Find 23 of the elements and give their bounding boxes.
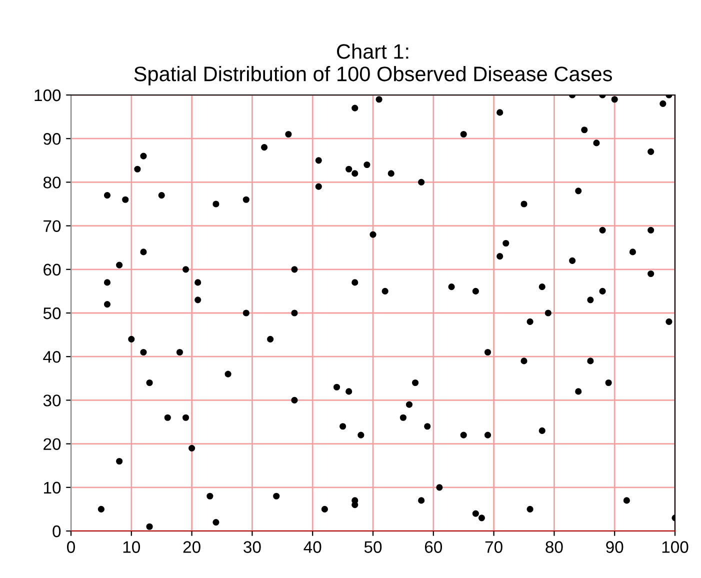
chart-title: Chart 1: Spatial Distribution of 100 Observed Disease Cases	[134, 44, 612, 86]
y-tick-label: 100	[34, 89, 61, 102]
x-tick-label: 0	[67, 541, 75, 553]
y-tick-label: 80	[43, 176, 61, 188]
y-tick-label: 10	[44, 482, 61, 494]
y-tick-label: 30	[43, 394, 61, 406]
x-tick-label: 40	[304, 541, 322, 553]
x-tick-label: 20	[183, 541, 200, 553]
x-tick-label: 30	[244, 541, 261, 553]
y-tick-label: 70	[44, 220, 61, 232]
y-tick-label: 20	[44, 438, 61, 450]
x-tick-label: 90	[606, 541, 624, 553]
y-tick-label: 0	[52, 525, 61, 538]
y-tick-label: 40	[43, 351, 61, 363]
x-tick-label: 50	[364, 541, 382, 553]
x-tick-label: 60	[424, 541, 442, 553]
y-tick-label: 90	[44, 133, 61, 145]
x-tick-label: 10	[123, 541, 140, 553]
x-tick-label: 100	[662, 541, 688, 553]
x-tick-label: 70	[485, 541, 502, 553]
x-tick-label: 80	[546, 541, 563, 553]
y-tick-label: 50	[43, 307, 61, 320]
y-tick-label: 60	[44, 264, 61, 276]
